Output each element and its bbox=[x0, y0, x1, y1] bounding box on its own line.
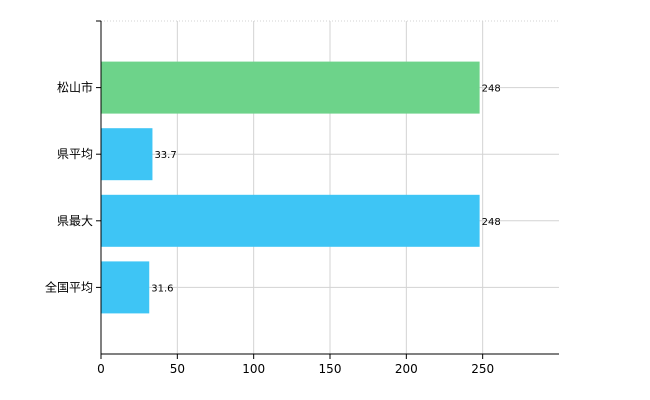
y-tick-label: 県最大 bbox=[57, 214, 93, 228]
y-tick-label: 全国平均 bbox=[45, 279, 93, 294]
axes bbox=[96, 20, 559, 359]
y-tick-label: 松山市 bbox=[57, 80, 93, 95]
data-label: 33.7 bbox=[154, 150, 176, 161]
x-tick-label: 150 bbox=[319, 362, 342, 376]
bar bbox=[101, 194, 480, 247]
bar bbox=[101, 61, 480, 114]
labels: 248 松山市 33.7 県平均 248 県最大 31.6 全国平均 0 50 100 150 200 2… bbox=[45, 80, 501, 376]
x-tick-label: 0 bbox=[97, 362, 105, 376]
x-tick-label: 50 bbox=[170, 362, 185, 376]
bar bbox=[101, 261, 150, 314]
data-label: 248 bbox=[482, 84, 501, 95]
data-label: 248 bbox=[482, 217, 501, 228]
data-label: 31.6 bbox=[151, 283, 173, 294]
y-tick-label: 県平均 bbox=[57, 147, 93, 161]
x-tick-label: 200 bbox=[395, 362, 418, 376]
x-tick-label: 100 bbox=[242, 362, 265, 376]
bars bbox=[101, 61, 480, 314]
x-tick-label: 250 bbox=[471, 362, 494, 376]
bar bbox=[101, 128, 153, 181]
